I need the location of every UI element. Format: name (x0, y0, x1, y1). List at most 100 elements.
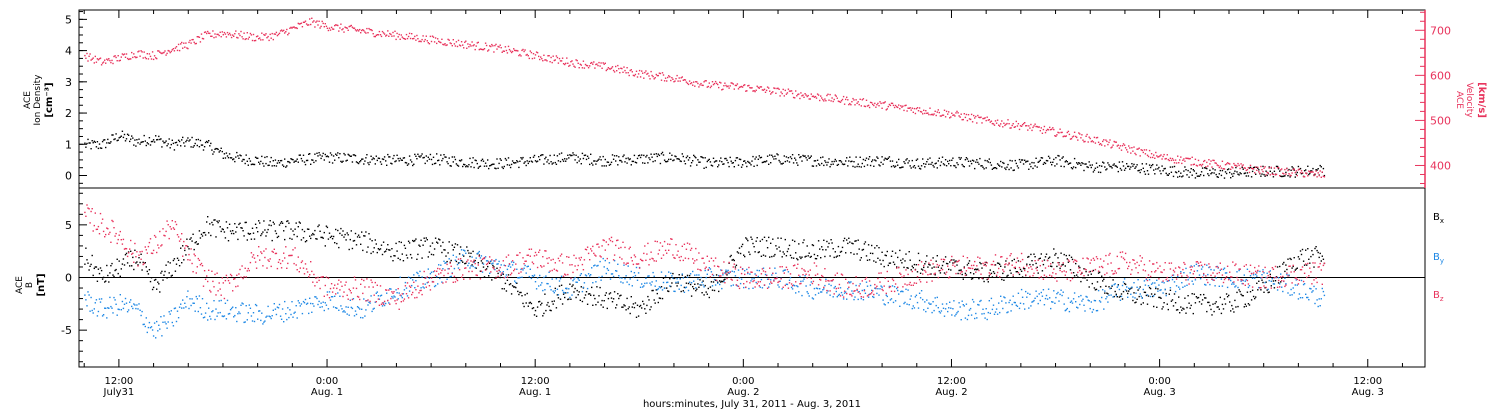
bx-point (622, 306, 624, 308)
velocity-point (984, 117, 986, 119)
density-point (758, 155, 760, 157)
by-point (457, 267, 460, 269)
by-point (891, 285, 894, 287)
density-point (969, 160, 972, 162)
bx-point (658, 297, 661, 299)
velocity-point (1161, 158, 1163, 160)
bx-point (1225, 293, 1228, 295)
density-point (533, 154, 536, 157)
by-point (855, 284, 857, 287)
by-point (746, 268, 748, 271)
velocity-point (683, 79, 686, 81)
density-point (664, 160, 667, 163)
by-point (364, 315, 366, 317)
by-point (1068, 310, 1071, 313)
bx-point (678, 274, 680, 276)
by-point (593, 265, 595, 267)
velocity-point (350, 24, 352, 27)
velocity-point (429, 35, 432, 38)
by-point (198, 295, 201, 297)
by-point (947, 310, 949, 313)
by-point (306, 302, 309, 304)
by-point (95, 299, 98, 301)
bx-point (1223, 298, 1226, 300)
bx-point (389, 249, 391, 251)
density-point (249, 160, 252, 162)
by-point (411, 284, 413, 287)
density-point (1103, 162, 1105, 164)
by-point (605, 272, 607, 275)
density-point (609, 163, 612, 166)
bx-point (983, 280, 985, 283)
bx-point (1060, 252, 1062, 254)
bx-point (878, 247, 880, 249)
velocity-point (1252, 168, 1255, 170)
velocity-point (574, 66, 576, 68)
velocity-point (1221, 160, 1224, 162)
velocity-point (545, 59, 547, 61)
by-point (501, 273, 503, 275)
velocity-point (934, 110, 936, 112)
density-point (951, 159, 953, 161)
velocity-point (662, 74, 665, 76)
density-point (482, 160, 485, 162)
velocity-point (1146, 154, 1149, 156)
velocity-point (453, 43, 456, 45)
density-point (285, 166, 287, 168)
velocity-point (1199, 163, 1202, 166)
bz-point (91, 208, 93, 210)
bx-point (1274, 280, 1277, 282)
by-point (732, 284, 734, 286)
by-point (122, 307, 125, 310)
velocity-point (352, 27, 355, 29)
density-point (329, 152, 332, 154)
by-point (938, 310, 940, 313)
bx-point (1298, 258, 1301, 260)
velocity-point (628, 74, 630, 77)
by-point (303, 302, 306, 304)
by-point (1191, 280, 1193, 282)
bx-point (935, 260, 937, 262)
density-point (1169, 166, 1172, 168)
bx-point (524, 294, 526, 296)
bx-point (507, 274, 510, 276)
by-point (933, 309, 935, 312)
density-point (602, 155, 604, 158)
density-point (696, 164, 698, 166)
bx-point (113, 275, 115, 278)
density-point (546, 161, 548, 163)
velocity-point (481, 48, 484, 51)
density-point (478, 166, 480, 168)
bx-point (585, 291, 588, 293)
density-point (257, 157, 259, 159)
velocity-point (950, 116, 952, 118)
velocity-point (1241, 165, 1243, 167)
by-point (521, 276, 523, 278)
velocity-point (838, 100, 841, 103)
density-point (302, 154, 305, 156)
by-point (1302, 283, 1305, 286)
density-point (643, 154, 645, 157)
by-point (1265, 276, 1267, 279)
density-point (681, 153, 683, 155)
by-point (90, 296, 92, 299)
velocity-point (675, 78, 677, 80)
by-point (1280, 273, 1282, 275)
velocity-point (1163, 153, 1165, 156)
velocity-point (864, 105, 867, 108)
velocity-point (993, 124, 996, 126)
density-point (1020, 159, 1023, 161)
by-point (1311, 291, 1313, 293)
density-point (916, 158, 919, 160)
bx-point (811, 244, 814, 246)
bx-point (170, 275, 172, 277)
bx-point (464, 262, 466, 265)
bx-point (1078, 265, 1080, 267)
by-point (918, 292, 921, 294)
by-point (159, 328, 161, 330)
bx-point (488, 275, 490, 277)
density-point (1053, 158, 1055, 161)
velocity-point (1104, 145, 1106, 147)
by-point (511, 264, 514, 266)
by-point (1084, 310, 1086, 312)
